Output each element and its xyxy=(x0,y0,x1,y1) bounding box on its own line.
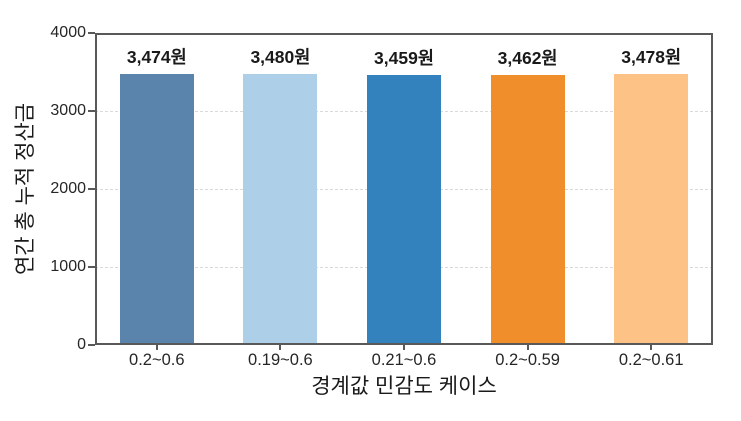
y-tick-mark xyxy=(88,32,95,34)
x-tick-label: 0.2~0.61 xyxy=(618,351,684,369)
bar-value-label: 3,459원 xyxy=(374,48,434,69)
x-tick-mark xyxy=(155,345,158,350)
bar xyxy=(367,75,441,345)
bar-value-label: 3,474원 xyxy=(126,47,187,68)
y-tick-label: 4000 xyxy=(50,24,86,41)
bar xyxy=(243,73,318,345)
bar-value-label: 3,462원 xyxy=(497,47,558,68)
x-tick-label: 0.2~0.6 xyxy=(129,351,185,369)
y-tick-mark xyxy=(88,344,95,346)
bar xyxy=(490,74,565,345)
x-tick-mark xyxy=(526,345,529,350)
y-tick-mark xyxy=(88,110,95,112)
bar xyxy=(119,74,194,345)
y-tick-mark xyxy=(88,266,95,268)
bar-value-label: 3,480원 xyxy=(250,46,311,67)
x-tick-label: 0.2~0.59 xyxy=(495,351,560,369)
y-tick-label: 0 xyxy=(77,336,86,353)
x-tick-mark xyxy=(650,345,653,350)
x-axis-title: 경계값 민감도 케이스 xyxy=(311,375,497,398)
y-tick-label: 3000 xyxy=(50,102,86,119)
x-tick-mark xyxy=(403,345,405,350)
bar xyxy=(614,73,689,345)
x-tick-mark xyxy=(279,345,282,350)
x-tick-label: 0.19~0.6 xyxy=(248,351,313,369)
plot-area: 3,474원 3,480원 3,459원 3,462원 3,478원 xyxy=(95,33,713,345)
y-tick-label: 1000 xyxy=(50,258,86,275)
y-tick-label: 2000 xyxy=(50,180,86,197)
bar-value-label: 3,478원 xyxy=(621,46,682,67)
y-tick-mark xyxy=(88,188,95,190)
x-tick-label: 0.21~0.6 xyxy=(371,351,437,369)
